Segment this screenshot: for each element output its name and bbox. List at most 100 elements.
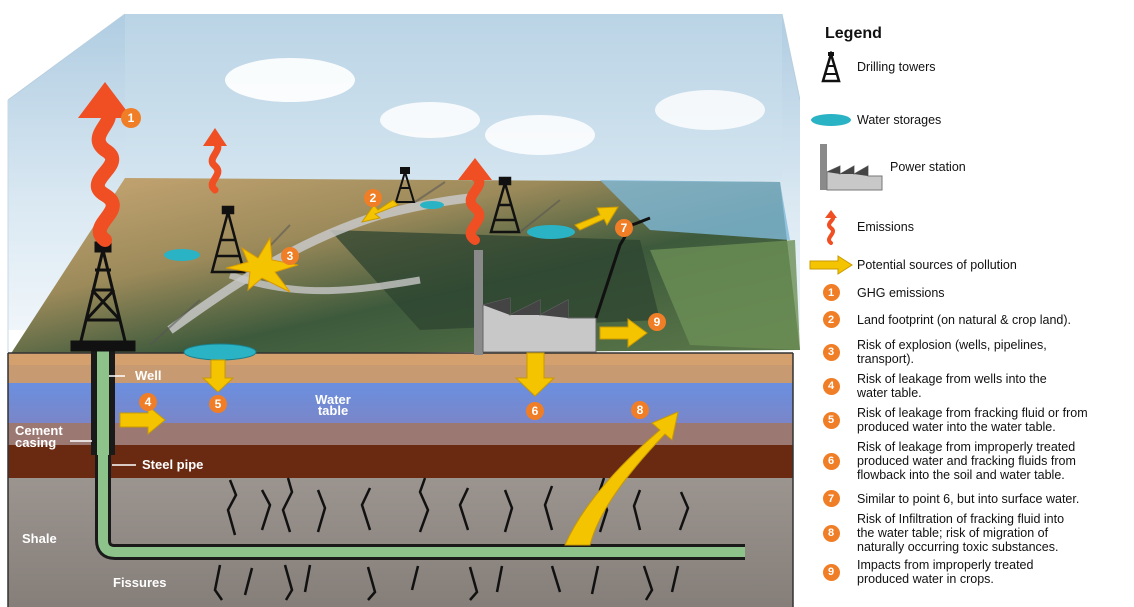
- legend-row-water-storages: Water storages: [805, 110, 1134, 130]
- legend-item-1: 1 GHG emissions: [805, 284, 1134, 301]
- svg-text:2: 2: [370, 191, 377, 205]
- badge-6: 6: [526, 402, 544, 420]
- number-badge-text: 1: [822, 284, 840, 301]
- well-label: Well: [135, 368, 162, 383]
- legend-row-pollution: Potential sources of pollution: [805, 255, 1134, 275]
- number-badge-text: 5: [822, 411, 840, 429]
- legend-item-line: Risk of explosion (wells, pipelines,: [857, 338, 1047, 352]
- legend-item-line: Risk of leakage from fracking fluid or f…: [857, 406, 1088, 420]
- legend-label: Emissions: [857, 220, 914, 234]
- legend-item-text: Risk of explosion (wells, pipelines, tran…: [857, 338, 1047, 366]
- legend-item-4: 4 Risk of leakage from wells into the wate…: [805, 372, 1134, 400]
- number-badge-text: 4: [822, 377, 840, 395]
- cloud: [485, 115, 595, 155]
- legend-item-line: produced water and fracking fluids from: [857, 454, 1076, 468]
- legend-item-text: Risk of leakage from wells into the water…: [857, 372, 1047, 400]
- shale-layer: [8, 478, 793, 607]
- badge-5: 5: [209, 395, 227, 413]
- badge-7: 7: [615, 219, 633, 237]
- scene-labels: Well Water table Cement casing Steel pip…: [15, 368, 351, 590]
- power-station-icon: [805, 142, 890, 192]
- arrow-6: [514, 352, 556, 397]
- topsoil-layer: [8, 353, 793, 365]
- number-badge-text: 9: [822, 563, 840, 581]
- legend-item-line: produced water in crops.: [857, 572, 994, 586]
- arrow-5: [201, 359, 235, 393]
- legend-item-6: 6 Risk of leakage from improperly treated…: [805, 440, 1134, 482]
- legend-item-text: Risk of leakage from improperly treated p…: [857, 440, 1076, 482]
- legend-item-line: Risk of leakage from wells into the: [857, 372, 1047, 386]
- water-storage: [420, 201, 444, 209]
- number-badge: 6: [805, 452, 857, 470]
- number-badge-text: 8: [822, 524, 840, 542]
- drilling-tower: [394, 167, 416, 203]
- number-badge: 5: [805, 411, 857, 429]
- drilling-tower: [210, 205, 246, 274]
- badge-3: 3: [281, 247, 299, 265]
- number-badge: 2: [805, 311, 857, 328]
- badge-2: 2: [364, 189, 382, 207]
- legend-item-text: Impacts from improperly treated produced …: [857, 558, 1033, 586]
- underground-layers: [7, 352, 794, 607]
- svg-text:7: 7: [621, 221, 628, 235]
- fissures-label: Fissures: [113, 575, 166, 590]
- legend-item-line: the water table; risk of migration of: [857, 526, 1049, 540]
- arrow-4: [119, 404, 166, 436]
- legend-item-3: 3 Risk of explosion (wells, pipelines, tra…: [805, 338, 1134, 366]
- legend-item-8: 8 Risk of Infiltration of fracking fluid …: [805, 512, 1134, 554]
- badge-9: 9: [648, 313, 666, 331]
- fracking-diagram-scene: 1 2 3 4 5 6 7 8 9 Well Water table Cemen…: [7, 13, 800, 607]
- arrow-7: [574, 206, 619, 231]
- legend-item-text: GHG emissions: [857, 286, 945, 300]
- number-badge: 8: [805, 524, 857, 542]
- legend-title: Legend: [825, 25, 882, 42]
- legend-item-line: produced water into the water table.: [857, 420, 1056, 434]
- legend-item-9: 9 Impacts from improperly treated produced…: [805, 558, 1134, 586]
- legend-item-line: naturally occurring toxic substances.: [857, 540, 1059, 554]
- number-badge-text: 2: [822, 311, 840, 328]
- legend-label: Potential sources of pollution: [857, 258, 1017, 272]
- well-pipe: [91, 350, 745, 560]
- legend-item-2: 2 Land footprint (on natural & crop land)…: [805, 311, 1134, 328]
- water-storage: [164, 249, 200, 261]
- legend-label: Water storages: [857, 113, 942, 127]
- cloud: [225, 58, 355, 102]
- legend-item-line: Land footprint (on natural & crop land).: [857, 312, 1072, 327]
- legend-item-line: flowback into the soil and water table.: [857, 468, 1065, 482]
- cloud: [655, 90, 765, 130]
- pollution-arrows: [119, 199, 679, 546]
- legend-row-drilling-towers: Drilling towers: [805, 50, 1134, 84]
- drilling-tower-icon: [805, 51, 857, 83]
- arrow-9: [599, 318, 648, 348]
- river: [600, 180, 790, 240]
- clay-layer: [8, 423, 793, 445]
- steel-pipe-label: Steel pipe: [142, 457, 203, 472]
- legend-item-text: Risk of Infiltration of fracking fluid i…: [857, 512, 1064, 554]
- legend-label: Drilling towers: [857, 60, 936, 74]
- number-badge: 9: [805, 563, 857, 581]
- cement-casing-label-line1: Cement: [15, 423, 63, 438]
- arrow-2: [360, 199, 399, 223]
- badge-8: 8: [631, 401, 649, 419]
- explosion-icon: [225, 236, 299, 293]
- water-table-label-line2: table: [318, 403, 348, 418]
- legend-row-emissions: Emissions: [805, 207, 1134, 247]
- fissures: [213, 477, 690, 601]
- arrow-icon: [805, 255, 857, 275]
- legend-item-text: Similar to point 6, but into surface wat…: [857, 492, 1079, 506]
- number-badge: 7: [805, 490, 857, 507]
- legend-item-line: Impacts from improperly treated: [857, 558, 1034, 572]
- number-badge-text: 7: [822, 490, 840, 507]
- cement-casing-label-line2: casing: [15, 435, 56, 450]
- legend-label: Power station: [890, 160, 966, 174]
- svg-text:5: 5: [215, 397, 222, 411]
- rock-layer: [8, 445, 793, 478]
- water-storage: [527, 225, 575, 239]
- number-badges: 1 2 3 4 5 6 7 8 9: [121, 108, 666, 420]
- legend-item-line: GHG emissions: [857, 285, 945, 300]
- legend-item-5: 5 Risk of leakage from fracking fluid or …: [805, 406, 1134, 434]
- number-badge-text: 3: [822, 343, 840, 361]
- water-storage-icon: [805, 113, 857, 127]
- cloud: [380, 102, 480, 138]
- legend-item-line: water table.: [857, 386, 922, 400]
